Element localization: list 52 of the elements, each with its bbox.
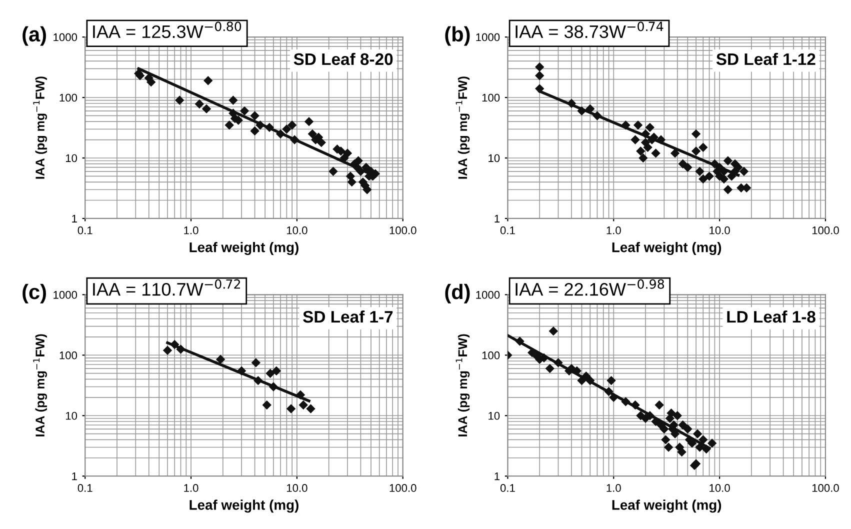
x-tick-label: 1.0 (184, 484, 198, 492)
x-tick-label: 10.0 (710, 226, 730, 234)
annotation: LD Leaf 1-8 (727, 310, 816, 323)
chart-title: (d) (445, 284, 470, 304)
annotation: IAA = 22.16W$^{−0.98}$ (516, 279, 664, 296)
y-tick-label: 10 (488, 154, 500, 162)
y-tick-label: 1000 (54, 290, 78, 299)
annotation: SD Leaf 8-20 (294, 52, 393, 66)
x-tick-label: 10.0 (286, 226, 308, 234)
annotation: SD Leaf 1-7 (303, 310, 393, 323)
y-tick-label: 100 (60, 94, 78, 102)
y-tick-label: 10 (488, 412, 500, 420)
chart-title: (a) (22, 26, 46, 46)
y-tick-label: 1 (72, 214, 77, 222)
x-axis-title: Leaf weight (mg) (190, 242, 298, 256)
annotation: IAA = 125.3W$^{−0.80}$ (93, 22, 242, 38)
annotation: IAA = 38.73W$^{−0.74}$ (516, 22, 664, 38)
y-tick-label: 1000 (54, 33, 78, 42)
y-tick-label: 100 (482, 351, 500, 360)
y-tick-label: 1 (72, 472, 77, 480)
y-axis-title: IAA (pg mg$^{−1}$FW) (33, 76, 48, 179)
y-tick-label: 1000 (476, 290, 500, 299)
x-tick-label: 1.0 (184, 226, 198, 234)
x-tick-label: 0.1 (500, 484, 515, 492)
x-tick-label: 10.0 (710, 484, 730, 492)
x-tick-label: 100.0 (812, 484, 839, 492)
x-tick-label: 0.1 (78, 226, 92, 234)
x-tick-label: 10.0 (286, 484, 308, 492)
y-tick-label: 1 (494, 214, 500, 222)
y-tick-label: 100 (482, 94, 500, 102)
x-tick-label: 0.1 (78, 484, 92, 492)
x-tick-label: 100.0 (812, 226, 839, 234)
x-axis-title: Leaf weight (mg) (190, 500, 298, 513)
chart-title: (c) (22, 284, 46, 304)
y-axis-title: IAA (pg mg$^{−1}$FW) (456, 76, 470, 179)
chart-title: (b) (445, 26, 470, 46)
annotation: IAA = 110.7W$^{−0.72}$ (93, 279, 240, 296)
y-tick-label: 100 (60, 351, 78, 360)
y-axis-title: IAA (pg mg$^{−1}$FW) (33, 334, 48, 436)
x-tick-label: 1.0 (606, 484, 621, 492)
y-tick-label: 10 (66, 154, 78, 162)
x-tick-label: 1.0 (606, 226, 621, 234)
x-tick-label: 100.0 (390, 226, 416, 234)
x-axis-title: Leaf weight (mg) (612, 242, 722, 256)
y-tick-label: 1 (494, 472, 500, 480)
annotation: SD Leaf 1-12 (716, 52, 816, 66)
x-axis-title: Leaf weight (mg) (612, 500, 722, 513)
x-tick-label: 0.1 (500, 226, 515, 234)
x-tick-label: 100.0 (390, 484, 416, 492)
y-tick-label: 1000 (476, 33, 500, 42)
y-tick-label: 10 (66, 412, 78, 420)
y-axis-title: IAA (pg mg$^{−1}$FW) (456, 334, 470, 436)
